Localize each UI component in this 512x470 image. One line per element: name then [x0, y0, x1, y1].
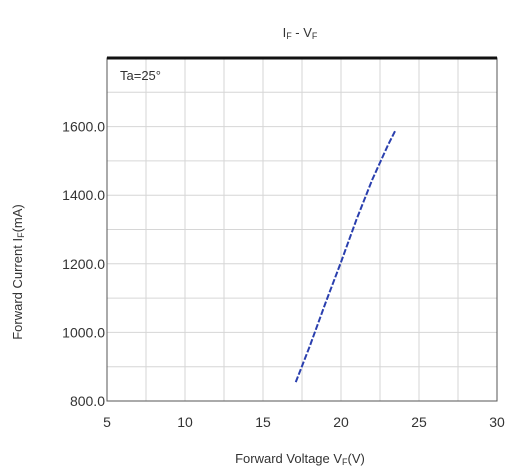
y-tick-label: 1200.0 [62, 256, 105, 272]
y-tick-label: 1000.0 [62, 324, 105, 340]
chart-title: IF - VF [283, 25, 318, 41]
series-line [294, 129, 397, 383]
series [294, 129, 397, 383]
y-tick-label: 1600.0 [62, 119, 105, 135]
x-tick-label: 10 [177, 414, 193, 430]
x-tick-labels: 5 10 15 20 25 30 [103, 414, 505, 430]
x-tick-label: 20 [333, 414, 349, 430]
y-tick-label: 800.0 [70, 393, 105, 409]
x-tick-label: 15 [255, 414, 271, 430]
x-tick-label: 5 [103, 414, 111, 430]
x-axis-label: Forward Voltage VF(V) [235, 451, 365, 467]
x-tick-label: 25 [411, 414, 427, 430]
y-tick-label: 1400.0 [62, 187, 105, 203]
y-tick-labels: 800.0 1000.0 1200.0 1400.0 1600.0 [62, 119, 105, 409]
temperature-annotation: Ta=25° [120, 68, 161, 83]
y-axis-label: Forward Current IF(mA) [10, 204, 26, 340]
x-tick-label: 30 [489, 414, 505, 430]
grid [106, 57, 498, 402]
